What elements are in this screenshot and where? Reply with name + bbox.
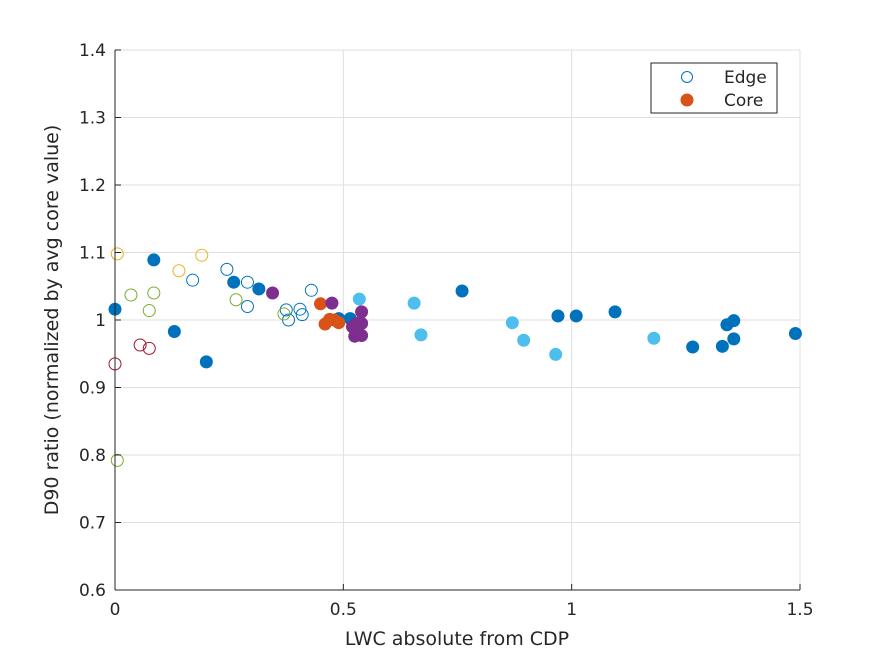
y-tick-label: 1 (95, 311, 106, 331)
scatter-point-filled (199, 355, 213, 369)
axes (114, 49, 801, 591)
y-tick-label: 1.4 (79, 41, 106, 61)
legend-core-label: Core (724, 91, 763, 111)
x-tick-label: 1.5 (786, 600, 813, 620)
scatter-point-open (279, 303, 293, 317)
scatter-point-filled (355, 305, 369, 319)
scatter-point-filled (266, 286, 280, 300)
scatter-point-filled (727, 332, 741, 346)
scatter-point-filled (788, 327, 802, 340)
scatter-point-filled (715, 339, 729, 353)
scatter-point-filled (517, 333, 531, 347)
scatter-point-filled (505, 316, 519, 330)
x-axis-label: LWC absolute from CDP (345, 628, 569, 650)
y-tick-label: 0.7 (79, 514, 106, 534)
scatter-point-open (133, 338, 147, 352)
scatter-point-open (110, 453, 124, 467)
legend-edge-marker (681, 71, 693, 83)
scatter-point-open (229, 293, 243, 307)
scatter-point-open (304, 283, 318, 297)
scatter-point-filled (147, 253, 161, 267)
scatter-point-filled (355, 329, 369, 343)
scatter-point-filled (252, 282, 266, 296)
data-points (108, 247, 802, 467)
scatter-point-filled (455, 284, 469, 298)
scatter-point-open (142, 341, 156, 355)
scatter-point-open (220, 262, 234, 276)
scatter-point-filled (227, 275, 241, 289)
scatter-point-open (293, 302, 307, 316)
y-tick-label: 1.1 (79, 244, 106, 264)
grid-lines (114, 49, 801, 591)
y-tick-label: 1.3 (79, 109, 106, 129)
y-tick-label: 0.8 (79, 446, 106, 466)
scatter-point-open (124, 288, 138, 302)
legend-box (650, 62, 778, 114)
legend: Edge Core (650, 62, 778, 114)
scatter-point-filled (647, 331, 661, 345)
scatter-point-open (142, 304, 156, 318)
scatter-point-open (295, 308, 309, 322)
tick-labels: 0 0.5 1 1.5 0.6 0.7 0.8 0.9 1 1.1 1.2 1.3 1.4 (79, 41, 814, 620)
scatter-point-filled (727, 314, 741, 328)
scatter-point-open (240, 275, 254, 289)
scatter-point-open (186, 273, 200, 287)
scatter-point-open (147, 286, 161, 300)
scatter-point-filled (352, 292, 366, 306)
y-tick-label: 0.6 (79, 581, 106, 601)
scatter-point-filled (686, 340, 700, 354)
y-tick-label: 1.2 (79, 176, 106, 196)
legend-core-marker (680, 93, 694, 107)
x-tick-label: 1 (566, 600, 577, 620)
scatter-point-filled (355, 316, 369, 330)
scatter-point-filled (332, 316, 346, 330)
scatter-point-filled (325, 296, 339, 310)
scatter-point-open (172, 264, 186, 278)
y-axis-label: D90 ratio (normalized by avg core value) (41, 125, 63, 516)
scatter-point-open (195, 248, 209, 262)
scatter-point-open (110, 247, 124, 261)
scatter-point-filled (167, 324, 181, 338)
scatter-point-filled (414, 328, 428, 342)
scatter-point-filled (314, 297, 327, 311)
scatter-point-filled (551, 309, 565, 323)
scatter-point-filled (569, 309, 583, 323)
scatter-point-open (277, 307, 291, 321)
scatter-point-filled (608, 305, 622, 319)
scatter-point-filled (549, 347, 563, 361)
scatter-point-filled (407, 296, 421, 310)
scatter-point-open (240, 300, 254, 313)
y-tick-label: 0.9 (79, 379, 106, 399)
x-tick-label: 0 (110, 600, 121, 620)
x-tick-label: 0.5 (330, 600, 357, 620)
legend-edge-label: Edge (724, 68, 767, 88)
